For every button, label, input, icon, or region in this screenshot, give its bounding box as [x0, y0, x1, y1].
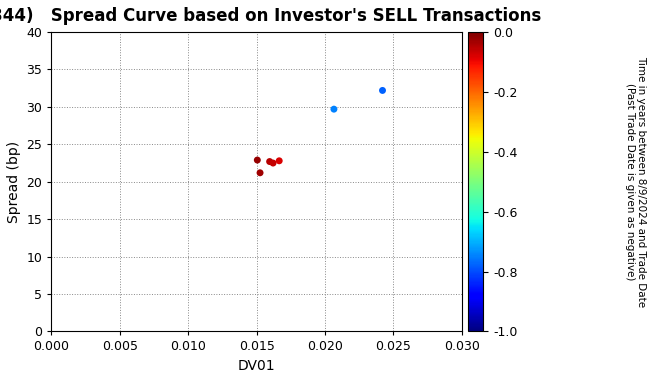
- Title: (7344)   Spread Curve based on Investor's SELL Transactions: (7344) Spread Curve based on Investor's …: [0, 7, 541, 25]
- Point: [377, 87, 387, 93]
- Point: [329, 106, 339, 112]
- Point: [265, 158, 275, 165]
- Point: [274, 158, 285, 164]
- Point: [252, 157, 263, 163]
- X-axis label: DV01: DV01: [238, 359, 276, 373]
- Y-axis label: Spread (bp): Spread (bp): [7, 141, 21, 223]
- Point: [268, 160, 278, 166]
- Point: [255, 170, 265, 176]
- Y-axis label: Time in years between 8/9/2024 and Trade Date
(Past Trade Date is given as negat: Time in years between 8/9/2024 and Trade…: [625, 56, 647, 307]
